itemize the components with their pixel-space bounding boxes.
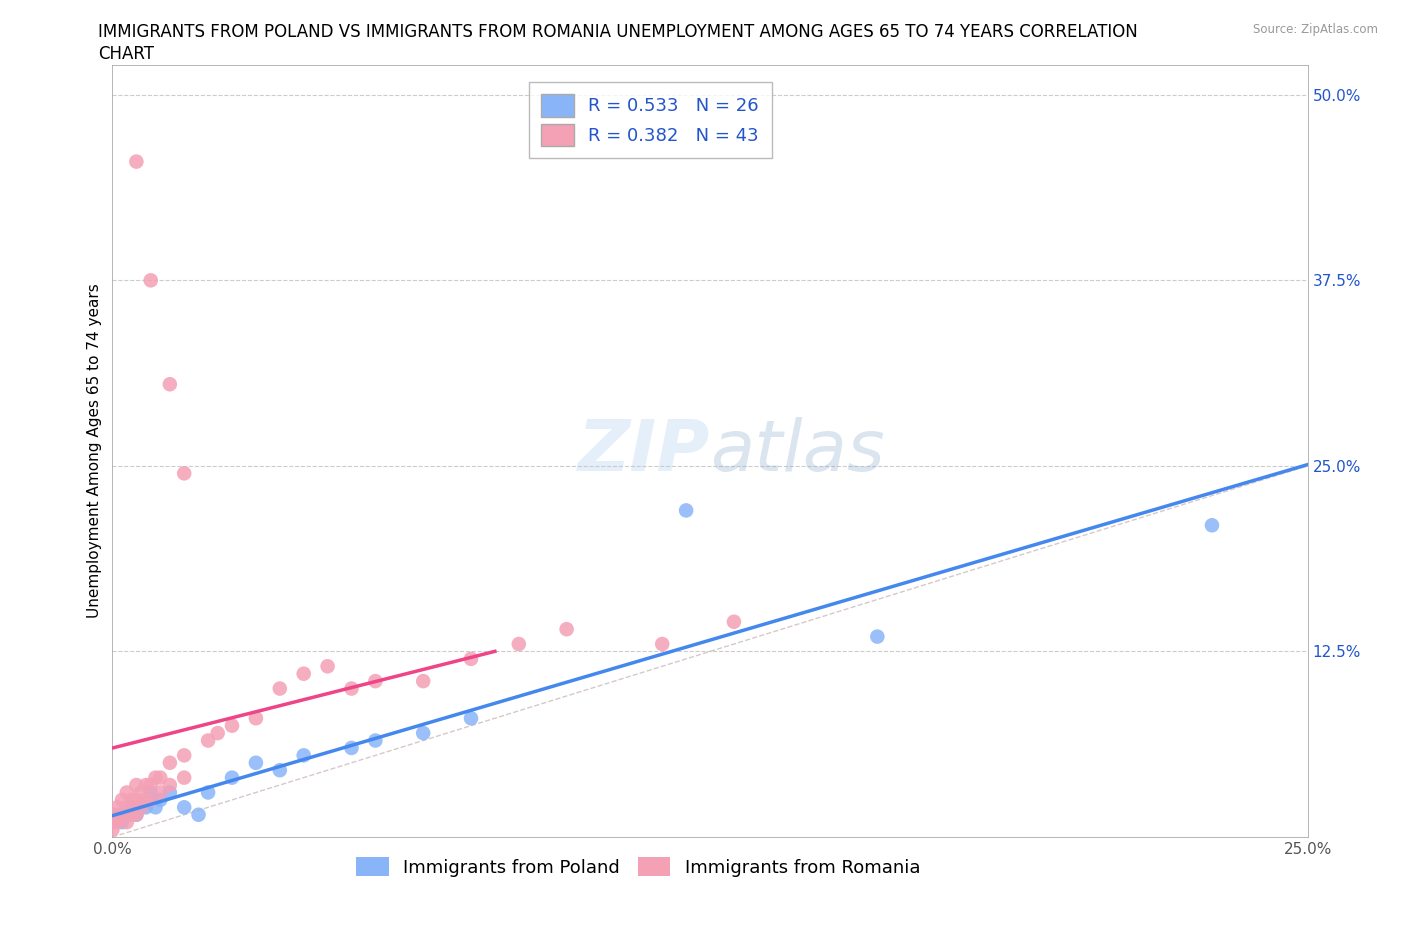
- Text: atlas: atlas: [710, 417, 884, 485]
- Point: [101, 815, 124, 830]
- Point: [412, 725, 434, 740]
- Point: [197, 785, 219, 800]
- Point: [508, 637, 530, 652]
- Point: [1201, 518, 1223, 533]
- Point: [460, 711, 482, 725]
- Point: [111, 792, 134, 807]
- Point: [555, 622, 578, 637]
- Point: [125, 777, 148, 792]
- Point: [173, 770, 195, 785]
- Point: [173, 466, 195, 481]
- Point: [125, 792, 148, 807]
- Point: [105, 807, 128, 822]
- Point: [159, 755, 181, 770]
- Point: [129, 785, 152, 800]
- Point: [135, 777, 157, 792]
- Point: [340, 681, 363, 696]
- Point: [149, 792, 172, 807]
- Point: [340, 740, 363, 755]
- Point: [269, 681, 291, 696]
- Point: [207, 725, 229, 740]
- Point: [125, 807, 148, 822]
- Point: [121, 807, 143, 822]
- Point: [139, 792, 162, 807]
- Point: [173, 748, 195, 763]
- Point: [129, 800, 152, 815]
- Point: [159, 777, 181, 792]
- Point: [221, 718, 243, 733]
- Point: [139, 785, 162, 800]
- Y-axis label: Unemployment Among Ages 65 to 74 years: Unemployment Among Ages 65 to 74 years: [87, 284, 103, 618]
- Point: [125, 807, 148, 822]
- Text: ZIP: ZIP: [578, 417, 710, 485]
- Point: [139, 272, 162, 287]
- Point: [149, 785, 172, 800]
- Point: [111, 807, 134, 822]
- Point: [159, 785, 181, 800]
- Point: [115, 807, 138, 822]
- Point: [105, 815, 128, 830]
- Point: [111, 815, 134, 830]
- Point: [866, 630, 889, 644]
- Point: [135, 792, 157, 807]
- Point: [159, 377, 181, 392]
- Point: [364, 673, 387, 688]
- Point: [364, 733, 387, 748]
- Point: [115, 815, 138, 830]
- Point: [115, 800, 138, 815]
- Point: [221, 770, 243, 785]
- Point: [125, 154, 148, 169]
- Point: [651, 637, 673, 652]
- Legend: Immigrants from Poland, Immigrants from Romania: Immigrants from Poland, Immigrants from …: [347, 848, 929, 886]
- Point: [316, 658, 339, 673]
- Point: [129, 800, 152, 815]
- Point: [292, 748, 315, 763]
- Point: [135, 800, 157, 815]
- Point: [121, 792, 143, 807]
- Point: [460, 651, 482, 666]
- Point: [101, 822, 124, 837]
- Point: [269, 763, 291, 777]
- Point: [292, 666, 315, 681]
- Point: [101, 815, 124, 830]
- Text: IMMIGRANTS FROM POLAND VS IMMIGRANTS FROM ROMANIA UNEMPLOYMENT AMONG AGES 65 TO : IMMIGRANTS FROM POLAND VS IMMIGRANTS FRO…: [98, 23, 1139, 41]
- Point: [412, 673, 434, 688]
- Point: [149, 770, 172, 785]
- Point: [723, 615, 745, 630]
- Point: [145, 800, 167, 815]
- Point: [245, 755, 267, 770]
- Point: [197, 733, 219, 748]
- Point: [115, 785, 138, 800]
- Text: Source: ZipAtlas.com: Source: ZipAtlas.com: [1253, 23, 1378, 36]
- Point: [105, 800, 128, 815]
- Point: [245, 711, 267, 725]
- Text: CHART: CHART: [98, 45, 155, 62]
- Point: [145, 770, 167, 785]
- Point: [187, 807, 209, 822]
- Point: [121, 800, 143, 815]
- Point: [675, 503, 697, 518]
- Point: [173, 800, 195, 815]
- Point: [139, 777, 162, 792]
- Point: [101, 807, 124, 822]
